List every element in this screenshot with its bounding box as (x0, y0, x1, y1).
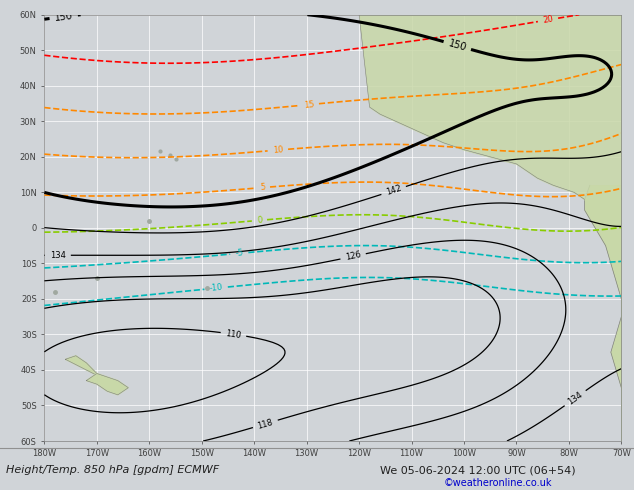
Text: 118: 118 (256, 417, 275, 430)
Text: We 05-06-2024 12:00 UTC (06+54): We 05-06-2024 12:00 UTC (06+54) (380, 466, 576, 475)
Text: 10: 10 (272, 145, 283, 155)
Polygon shape (65, 356, 107, 381)
Text: 150: 150 (54, 11, 74, 23)
Text: ©weatheronline.co.uk: ©weatheronline.co.uk (444, 478, 552, 488)
Text: 126: 126 (344, 250, 362, 263)
Text: 142: 142 (385, 184, 403, 197)
Text: Height/Temp. 850 hPa [gpdm] ECMWF: Height/Temp. 850 hPa [gpdm] ECMWF (6, 466, 219, 475)
Text: -10: -10 (209, 283, 223, 294)
Text: 150: 150 (447, 38, 468, 53)
Text: 15: 15 (303, 99, 314, 110)
Polygon shape (86, 373, 128, 395)
Text: 134: 134 (566, 390, 585, 406)
Text: 134: 134 (50, 251, 66, 260)
Text: 0: 0 (257, 216, 262, 225)
Text: 20: 20 (542, 15, 554, 25)
Text: -5: -5 (235, 248, 244, 258)
Text: 5: 5 (259, 183, 266, 192)
Text: 110: 110 (225, 329, 242, 340)
